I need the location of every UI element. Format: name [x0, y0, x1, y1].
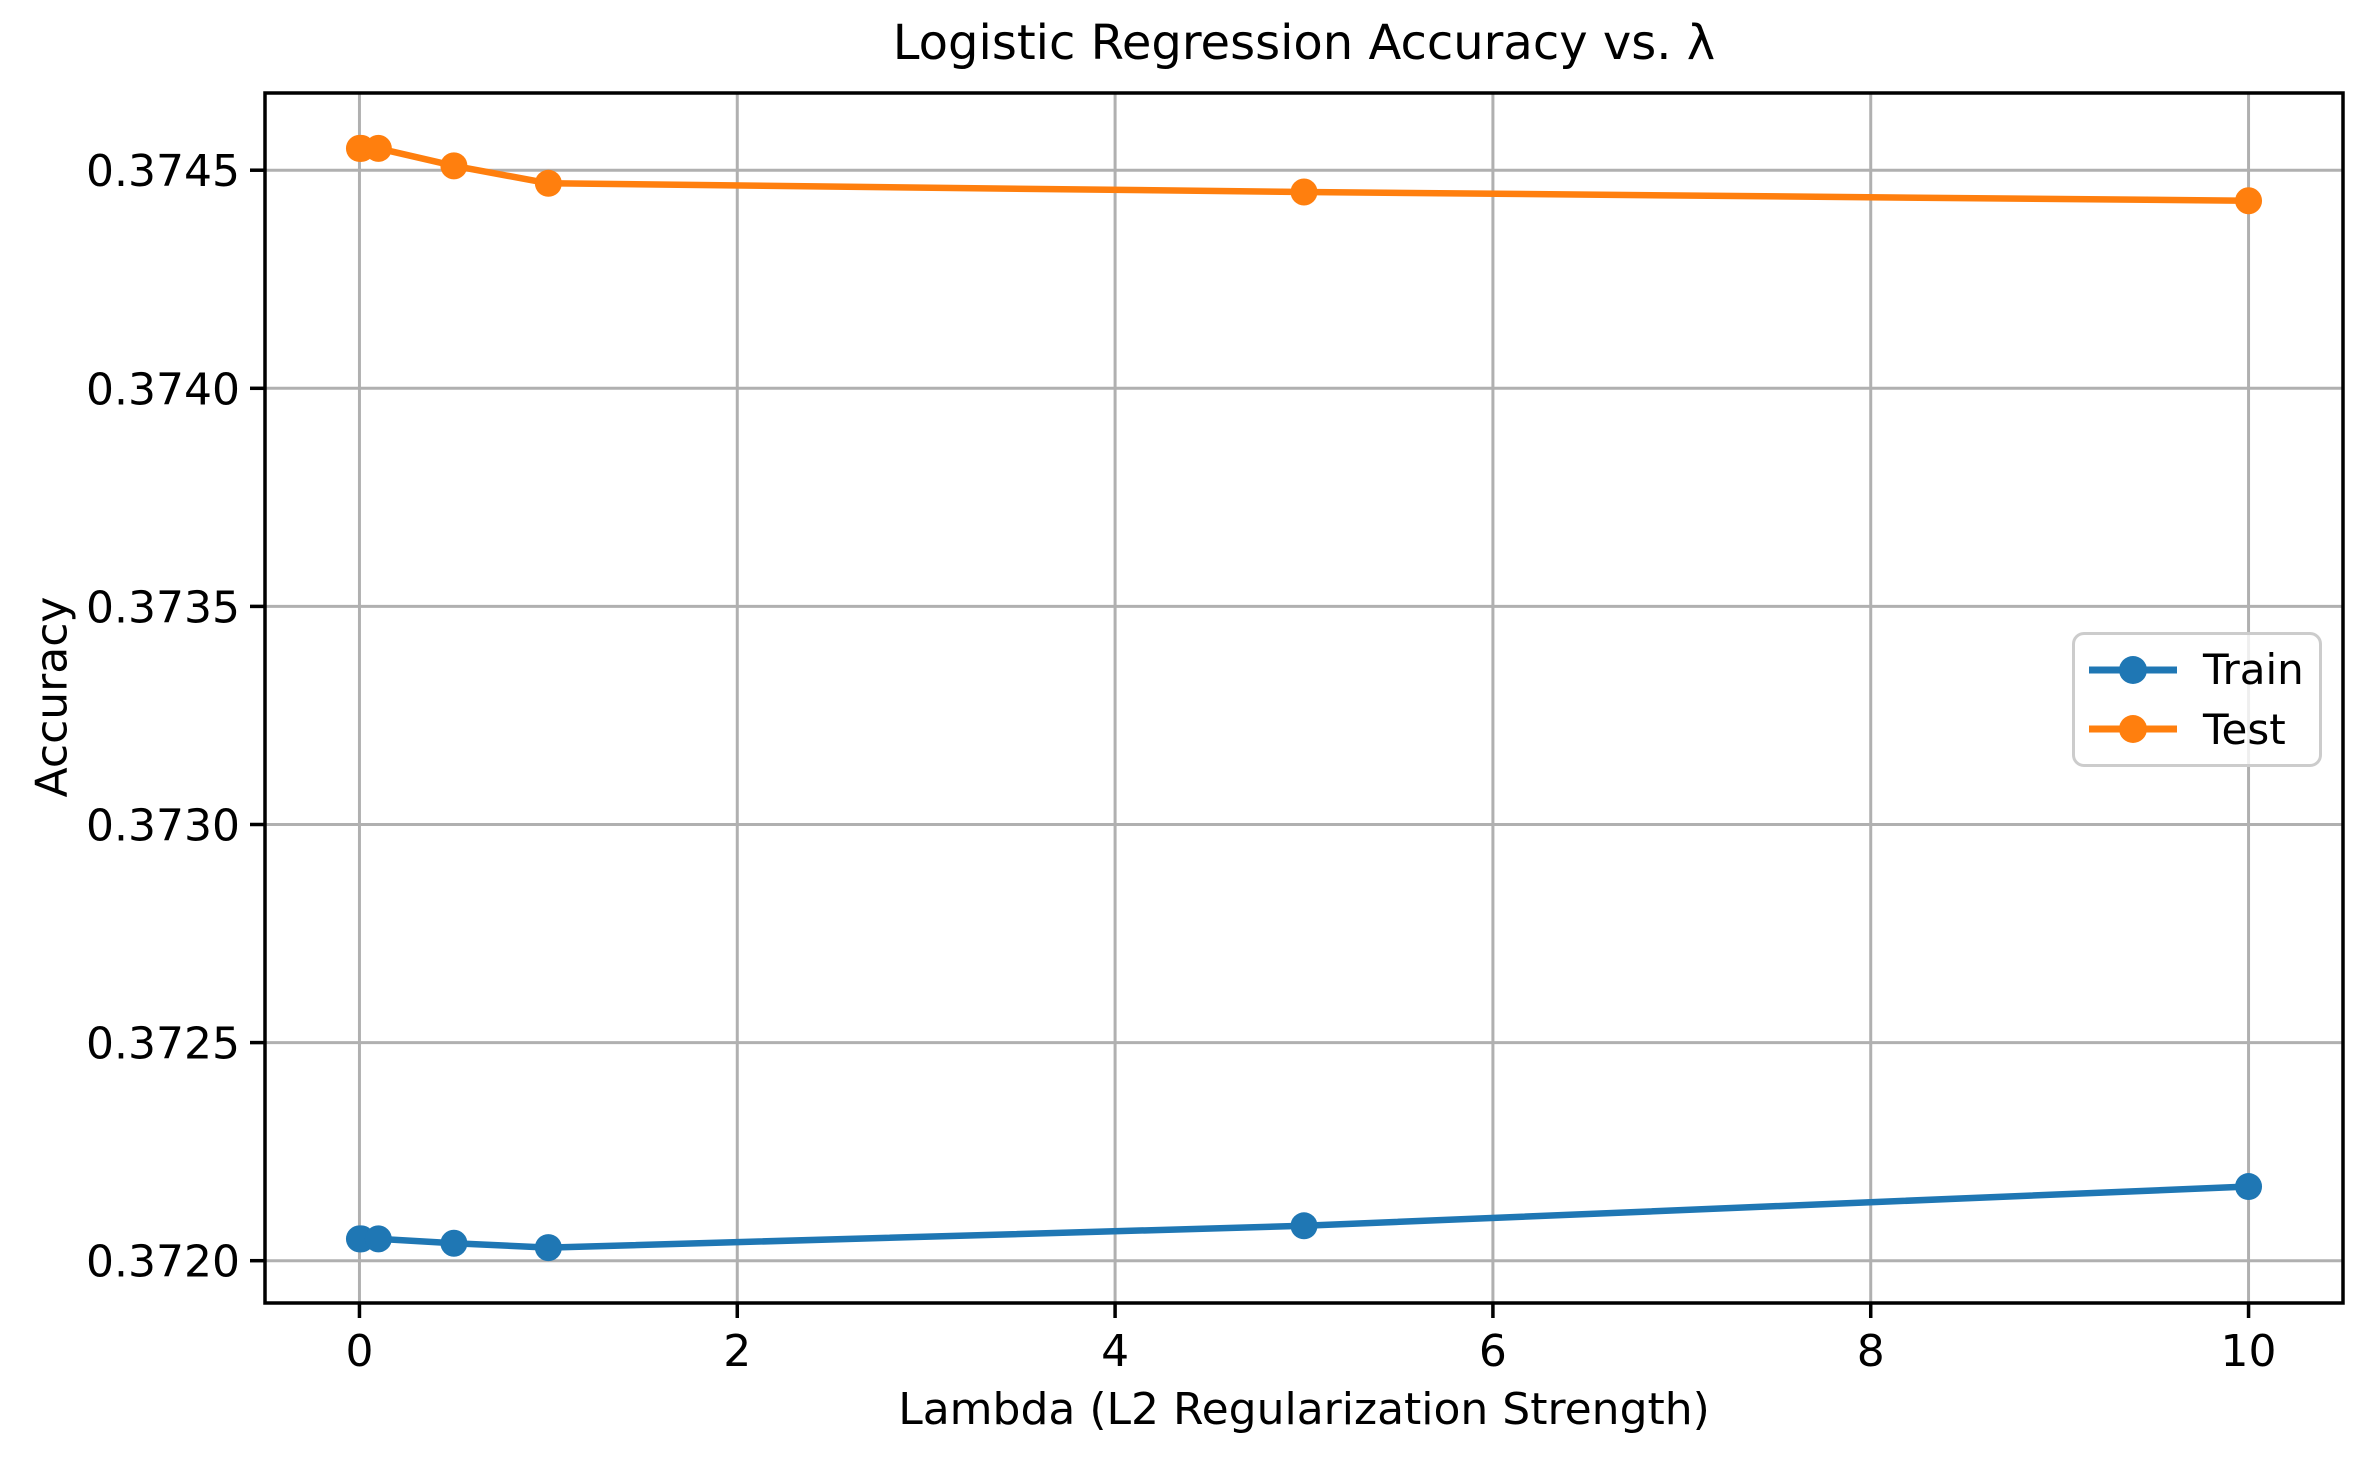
y-axis-label: Accuracy [26, 596, 78, 798]
y-tick-label: 0.3735 [86, 582, 240, 633]
train-data-point [440, 1229, 468, 1257]
y-tick-label: 0.3730 [86, 800, 240, 851]
test-data-point [534, 169, 562, 197]
chart-title: Logistic Regression Accuracy vs. λ [892, 15, 1716, 71]
x-tick-label: 2 [723, 1326, 751, 1377]
test-data-point [364, 134, 392, 162]
legend-label-train: Train [2203, 645, 2304, 695]
y-tick-label: 0.3745 [86, 146, 240, 197]
legend-item-test: Test [2089, 705, 2319, 754]
axes-frame [263, 91, 2345, 1305]
y-tick-label: 0.3740 [86, 364, 240, 415]
train-data-point [2235, 1173, 2263, 1201]
x-tick-label: 4 [1101, 1326, 1129, 1377]
test-data-point [440, 152, 468, 180]
test-data-point [1290, 178, 1318, 206]
test-data-point [2235, 187, 2263, 215]
y-tick-label: 0.3720 [86, 1237, 240, 1288]
x-tick-label: 0 [345, 1326, 373, 1377]
x-tick-label: 8 [1857, 1326, 1885, 1377]
x-tick-label: 10 [2221, 1326, 2277, 1377]
y-tick-label: 0.3725 [86, 1019, 240, 1070]
train-line-marker-icon [2089, 655, 2177, 685]
train-data-point [364, 1225, 392, 1253]
x-axis-label: Lambda (L2 Regularization Strength) [898, 1384, 1710, 1435]
x-tick-label: 6 [1479, 1326, 1507, 1377]
test-line-marker-icon [2089, 714, 2177, 744]
legend-item-train: Train [2089, 645, 2319, 694]
legend-label-test: Test [2203, 704, 2286, 754]
train-data-point [1290, 1212, 1318, 1240]
legend: Train Test [2072, 632, 2322, 767]
train-data-point [534, 1234, 562, 1262]
